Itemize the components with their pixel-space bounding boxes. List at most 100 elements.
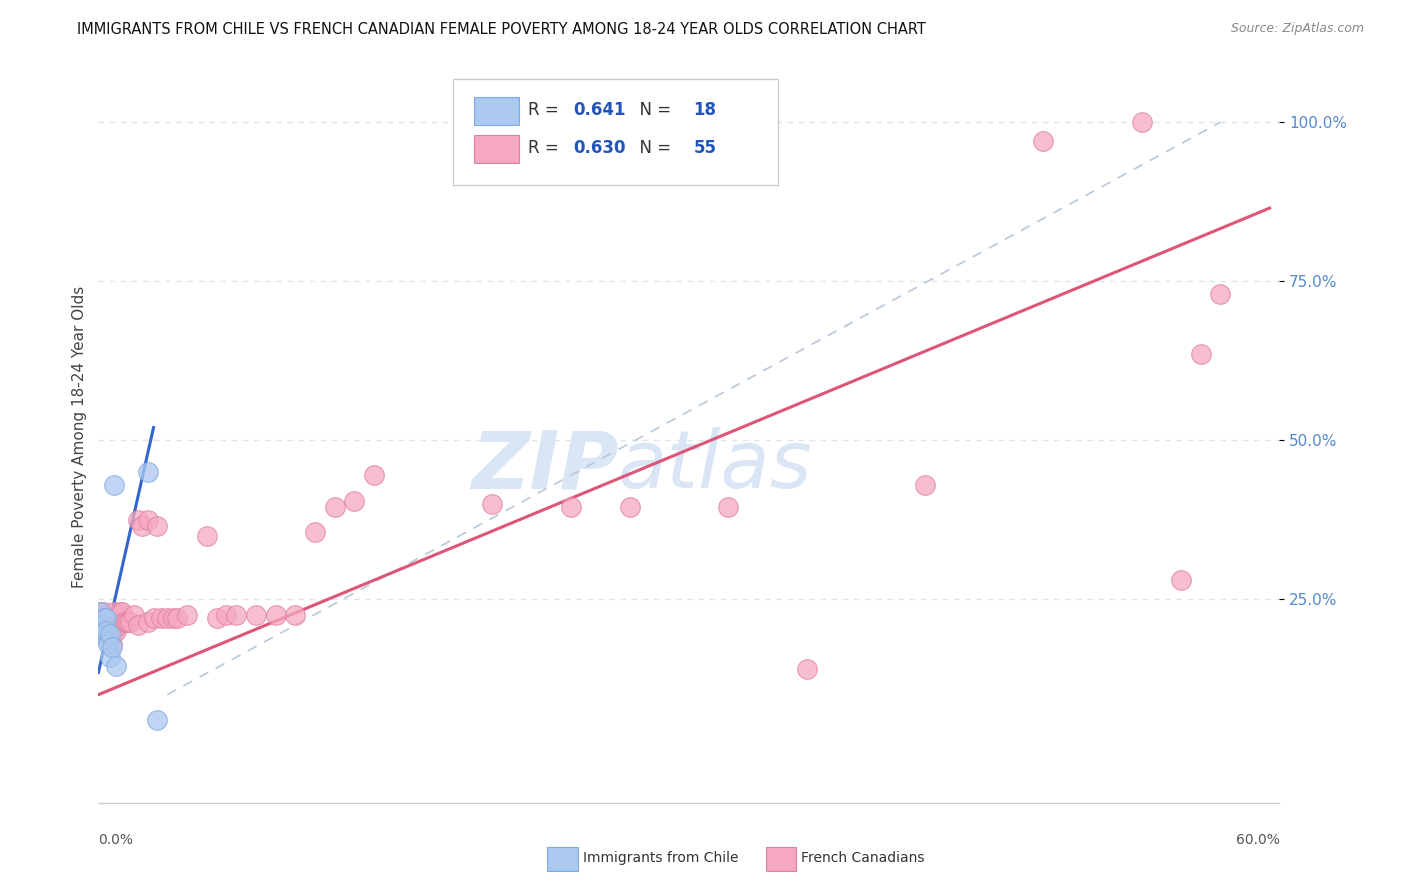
Point xyxy=(103,605,125,619)
Point xyxy=(103,624,125,638)
FancyBboxPatch shape xyxy=(547,847,578,871)
Point xyxy=(101,637,124,651)
Point xyxy=(118,615,141,629)
Point xyxy=(108,605,131,619)
Point xyxy=(93,611,115,625)
Point xyxy=(115,615,138,629)
Text: 0.641: 0.641 xyxy=(574,101,626,120)
Point xyxy=(127,617,149,632)
Point xyxy=(91,624,114,638)
Point xyxy=(97,624,120,638)
Point xyxy=(150,611,173,625)
Point xyxy=(1032,134,1054,148)
Point xyxy=(107,617,129,632)
Point xyxy=(156,611,179,625)
Text: N =: N = xyxy=(628,139,676,157)
Point xyxy=(89,624,111,638)
Point xyxy=(105,659,128,673)
Point xyxy=(166,611,188,625)
Point xyxy=(91,627,114,641)
Point xyxy=(717,500,740,514)
Point xyxy=(93,627,115,641)
Text: 55: 55 xyxy=(693,139,717,157)
Text: 0.630: 0.630 xyxy=(574,139,626,157)
Point xyxy=(98,649,121,664)
Point xyxy=(323,500,346,514)
Point xyxy=(1130,115,1153,129)
Point xyxy=(96,624,118,638)
Point xyxy=(142,611,165,625)
Point xyxy=(91,617,114,632)
Point xyxy=(146,713,169,727)
Point xyxy=(103,477,125,491)
Point xyxy=(93,617,115,632)
Text: 18: 18 xyxy=(693,101,717,120)
Point xyxy=(205,611,228,625)
Point xyxy=(101,640,124,654)
Text: IMMIGRANTS FROM CHILE VS FRENCH CANADIAN FEMALE POVERTY AMONG 18-24 YEAR OLDS CO: IMMIGRANTS FROM CHILE VS FRENCH CANADIAN… xyxy=(77,22,927,37)
Text: French Canadians: French Canadians xyxy=(801,851,925,864)
Text: atlas: atlas xyxy=(619,427,813,506)
Point xyxy=(136,465,159,479)
Point xyxy=(112,615,135,629)
Point xyxy=(284,608,307,623)
FancyBboxPatch shape xyxy=(453,78,778,185)
Point xyxy=(162,611,184,625)
Point xyxy=(127,513,149,527)
Point xyxy=(363,468,385,483)
Point xyxy=(136,615,159,629)
Text: Immigrants from Chile: Immigrants from Chile xyxy=(582,851,738,864)
Text: N =: N = xyxy=(628,101,676,120)
Point xyxy=(1170,573,1192,587)
FancyBboxPatch shape xyxy=(474,97,519,125)
Point xyxy=(122,608,145,623)
Point xyxy=(96,624,118,638)
Point xyxy=(796,662,818,676)
FancyBboxPatch shape xyxy=(474,135,519,163)
FancyBboxPatch shape xyxy=(766,847,796,871)
Point xyxy=(89,617,111,632)
Point xyxy=(146,519,169,533)
Text: R =: R = xyxy=(529,101,564,120)
Text: ZIP: ZIP xyxy=(471,427,619,506)
Point xyxy=(93,605,115,619)
Point xyxy=(914,477,936,491)
Point xyxy=(89,605,111,619)
Point xyxy=(1209,287,1232,301)
Point xyxy=(131,519,153,533)
Point xyxy=(225,608,247,623)
Point xyxy=(343,493,366,508)
Point xyxy=(97,637,120,651)
Point xyxy=(98,615,121,629)
Point xyxy=(215,608,238,623)
Text: 0.0%: 0.0% xyxy=(98,833,134,847)
Point xyxy=(117,615,139,629)
Point xyxy=(136,513,159,527)
Point xyxy=(737,121,759,136)
Point xyxy=(89,605,111,619)
Point xyxy=(1189,347,1212,361)
Point xyxy=(96,611,118,625)
Point xyxy=(304,525,326,540)
Point xyxy=(98,627,121,641)
Point xyxy=(91,615,114,629)
Point xyxy=(93,617,115,632)
Point xyxy=(195,529,218,543)
Point xyxy=(97,617,120,632)
Text: R =: R = xyxy=(529,139,564,157)
Text: Source: ZipAtlas.com: Source: ZipAtlas.com xyxy=(1230,22,1364,36)
Point xyxy=(245,608,267,623)
Text: 60.0%: 60.0% xyxy=(1236,833,1279,847)
Point xyxy=(105,624,128,638)
Point xyxy=(111,605,134,619)
Point xyxy=(96,627,118,641)
Point xyxy=(176,608,198,623)
Point xyxy=(264,608,287,623)
Point xyxy=(481,497,503,511)
Point xyxy=(619,500,641,514)
Point xyxy=(107,615,129,629)
Point xyxy=(560,500,582,514)
Y-axis label: Female Poverty Among 18-24 Year Olds: Female Poverty Among 18-24 Year Olds xyxy=(72,286,87,588)
Point xyxy=(97,633,120,648)
Point xyxy=(98,624,121,638)
